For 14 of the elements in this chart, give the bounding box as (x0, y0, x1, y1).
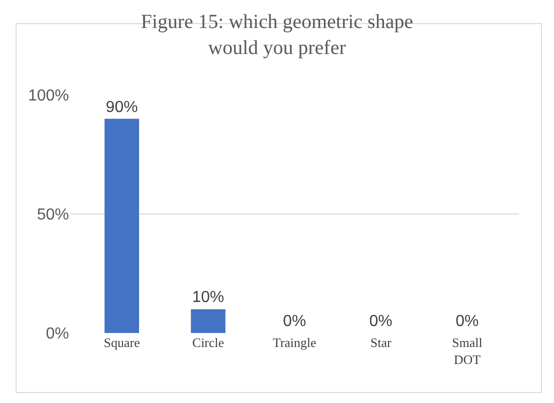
x-tick-label: Star (370, 335, 392, 350)
x-tick-label: Small DOT (452, 335, 483, 367)
y-tick-label: 0% (46, 326, 69, 343)
x-tick-label: Traingle (272, 335, 317, 350)
data-label: 90% (106, 98, 138, 116)
data-label: 0% (282, 313, 306, 330)
data-label: 0% (369, 313, 392, 330)
y-tick-label: 50% (36, 206, 69, 224)
x-tick-label: Square (104, 335, 140, 350)
data-label: 0% (456, 313, 479, 330)
data-label: 10% (192, 289, 224, 306)
y-tick-label: 100% (28, 88, 69, 105)
x-tick-label: Circle (192, 335, 224, 350)
chart-title: Figure 15: which geometric shape would you prefer (140, 11, 414, 60)
